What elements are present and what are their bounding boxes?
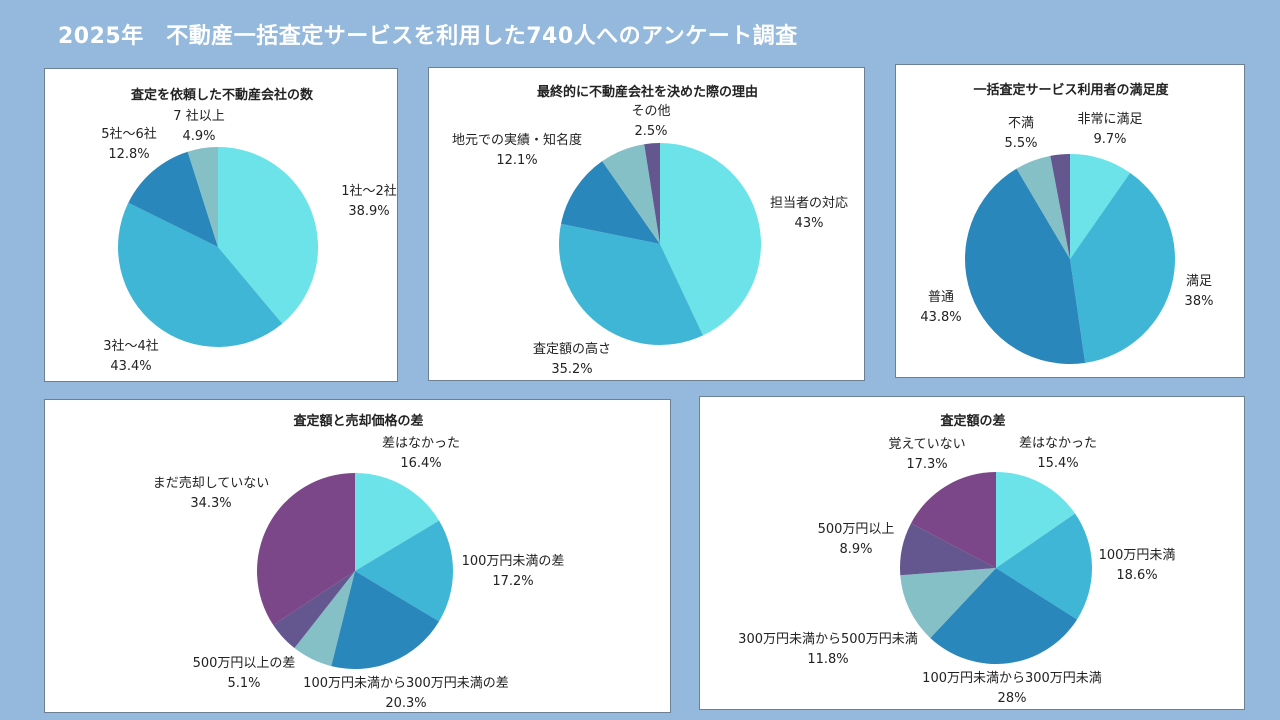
pie-slice [899,523,996,576]
slice-value-label: 5.1% [227,676,260,691]
pie-slice [1016,155,1070,259]
pie-slice [294,571,355,667]
chart-title: 査定を依頼した不動産会社の数 [130,87,314,103]
slice-value-label: 5.5% [1004,136,1037,151]
slice-value-label: 12.1% [496,153,537,168]
slice-value-label: 18.6% [1116,568,1157,583]
chart-panel-estimate-gap: 査定額の差 差はなかった 15.4% 100万円未満 18.6% 100万円未満から300… [699,396,1245,710]
slice-value-label: 17.3% [906,457,947,472]
pie-slice [964,168,1086,365]
pie-slice [602,144,660,244]
chart-panel-satisfaction: 一括査定サービス利用者の満足度非常に満足 9.7% 満足 38% 普通 43.8% 不満 5.… [895,64,1245,378]
slice-label: 100万円未満から300万円未満の差 [303,676,509,691]
slice-value-label: 8.9% [839,542,872,557]
chart-panel-decision-reason: 最終的に不動産会社を決めた際の理由担当者の対応 43% 査定額の高さ 35.2% 地元で… [428,67,865,381]
chart-panel-company-count: 査定を依頼した不動産会社の数 1社〜2社 38.9% 3社〜4社 43.4% 5社〜6社 1… [44,68,398,382]
chart-title: 一括査定サービス利用者の満足度 [973,82,1169,98]
slice-value-label: 34.3% [190,496,231,511]
pie-slice [331,571,440,669]
pie-slice [561,161,660,244]
slice-value-label: 28% [998,691,1027,706]
slice-label: 担当者の対応 [770,196,848,211]
slice-label: 100万円未満から300万円未満 [922,671,1102,686]
pie-slice [1070,172,1176,363]
pie-slice [218,147,319,324]
slice-value-label: 9.7% [1093,132,1126,147]
slice-value-label: 17.2% [492,574,533,589]
slice-label: 覚えていない [888,437,965,452]
slice-value-label: 11.8% [807,652,848,667]
pie-slice [996,513,1093,620]
pie-slice [558,223,703,346]
chart-title: 査定額の差 [939,413,1005,429]
slice-label: 非常に満足 [1077,112,1142,127]
pie-slice [117,202,283,348]
slice-value-label: 35.2% [551,362,592,377]
slice-label: まだ売却していない [153,475,270,491]
slice-value-label: 2.5% [634,124,667,139]
slice-value-label: 12.8% [108,147,149,162]
slice-value-label: 16.4% [400,456,441,471]
pie-slice [355,473,440,571]
pie-slice [128,151,218,247]
chart-panel-price-gap: 査定額と売却価格の差差はなかった 16.4% 100万円未満の差 17.2% 100万円… [44,399,671,713]
slice-label: その他 [631,104,670,119]
slice-label: 500万円以上の差 [193,656,296,671]
pie-slice [930,568,1078,665]
pie-slice [1070,154,1131,259]
pie-slice [187,147,218,247]
pie-slice [1050,154,1070,259]
slice-label: 差はなかった [1019,436,1097,451]
slice-label: 300万円未満から500万円未満 [738,632,918,647]
pie-chart-svg: 査定を依頼した不動産会社の数 1社〜2社 38.9% 3社〜4社 43.4% 5社〜6社 1… [101,87,397,374]
slice-value-label: 38% [1185,294,1214,309]
slice-label: 不満 [1008,116,1034,131]
slice-label: 査定額の高さ [533,341,611,357]
pie-slice [355,520,454,622]
slice-label: 500万円以上 [818,522,895,537]
slice-label: 地元での実績・知名度 [452,132,582,148]
slice-label: 100万円未満 [1099,548,1176,563]
pie-slice [996,472,1076,568]
slice-value-label: 20.3% [385,696,426,711]
pie-slice [273,571,355,649]
slice-label: 5社〜6社 [101,126,157,142]
page-title: 2025年 不動産一括査定サービスを利用した740人へのアンケート調査 [58,24,798,49]
slice-label: 差はなかった [382,436,460,451]
slice-value-label: 43.4% [110,359,151,374]
pie-slice [900,568,996,638]
slice-value-label: 43.8% [920,310,961,325]
slice-label: 1社〜2社 [341,183,397,199]
slice-label: 3社〜4社 [103,338,159,354]
slice-label: 満足 [1186,274,1212,289]
slice-label: 7 社以上 [173,108,224,124]
pie-slice [911,472,996,568]
chart-title: 最終的に不動産会社を決めた際の理由 [537,84,758,100]
slice-label: 普通 [928,290,954,305]
pie-slice [257,473,355,626]
slice-value-label: 4.9% [182,129,215,144]
slice-label: 100万円未満の差 [462,554,565,569]
slice-value-label: 15.4% [1037,456,1078,471]
slice-value-label: 38.9% [348,204,389,219]
chart-title: 査定額と売却価格の差 [292,413,423,429]
slice-value-label: 43% [795,216,824,231]
pie-slice [644,143,660,244]
pie-slice [660,143,762,336]
